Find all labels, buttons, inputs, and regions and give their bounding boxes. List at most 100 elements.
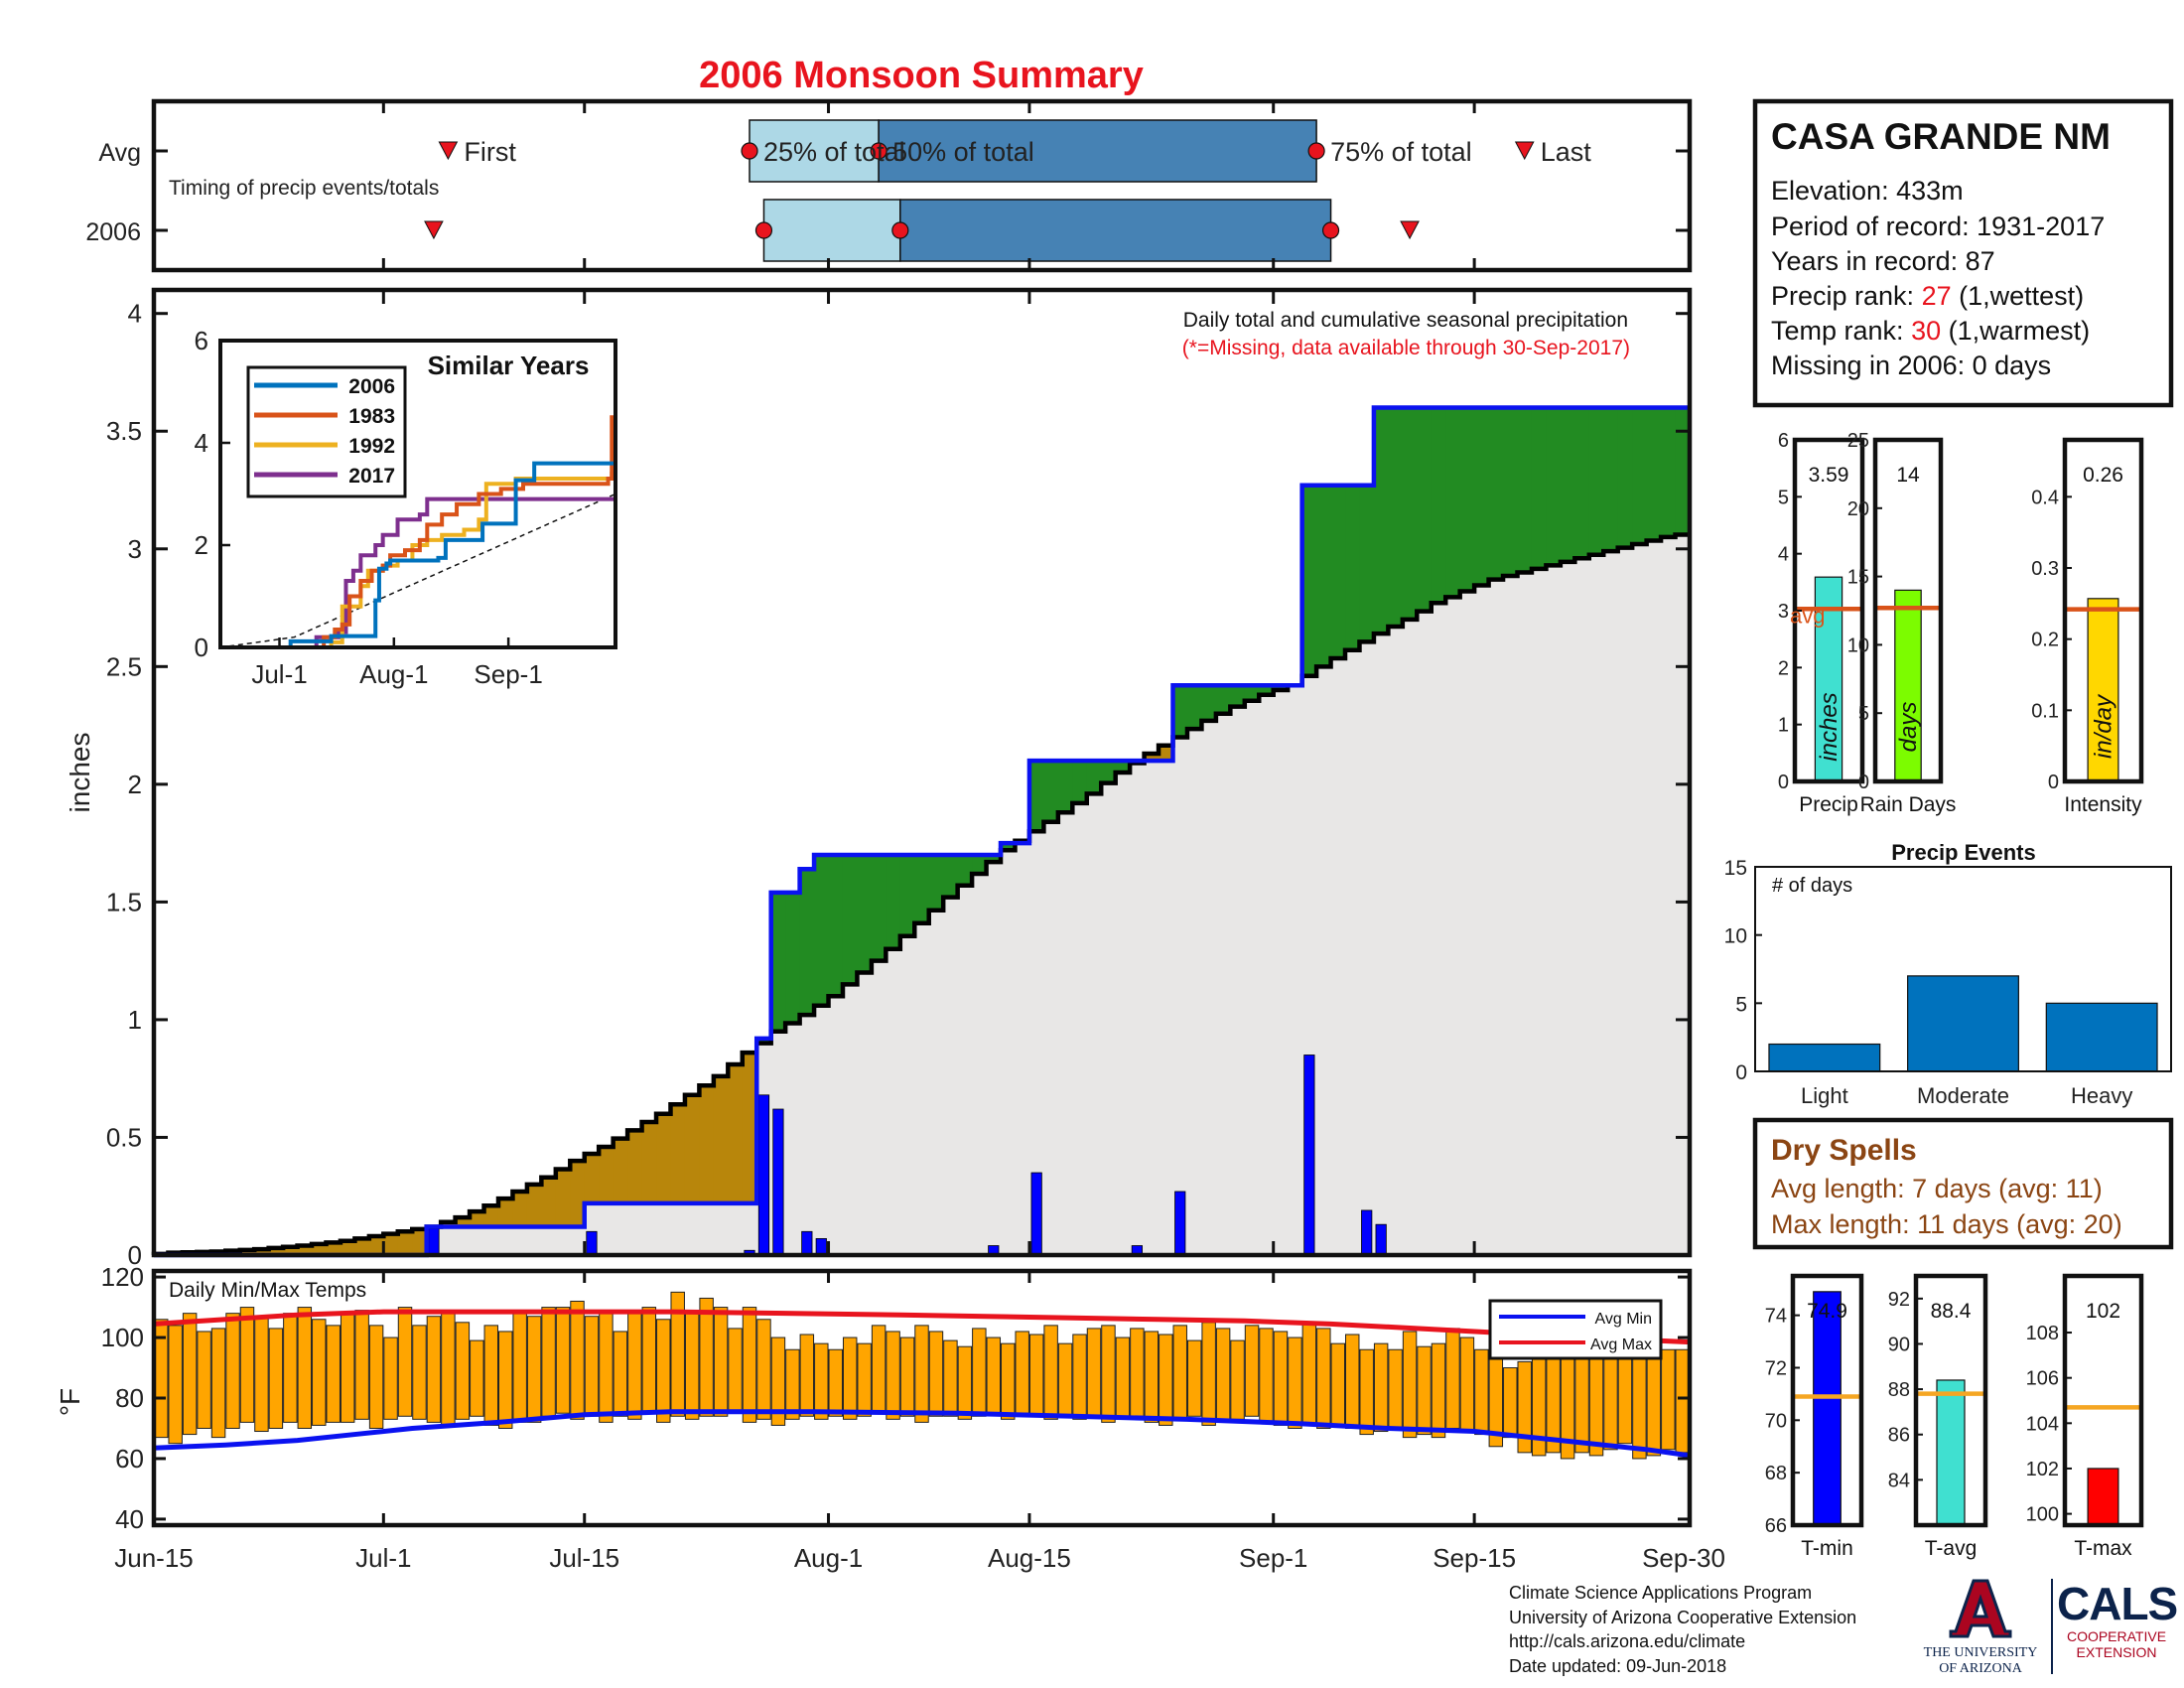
main-y-tick-label: 1 xyxy=(128,1005,142,1035)
deficit-strip xyxy=(656,1113,672,1203)
event-bar-light xyxy=(1768,1043,1881,1072)
surplus-strip xyxy=(1574,407,1590,559)
stat-unit-label: days xyxy=(1895,702,1922,753)
deficit-strip xyxy=(512,1191,528,1227)
temp-range-bar xyxy=(541,1307,556,1417)
seasonal-stats: 0 1 2 3 4 5 6 3.59 Precip inches avg 0 5 10 15 20 25 14 Ra… xyxy=(1778,430,2144,816)
surplus-strip xyxy=(1402,407,1418,620)
inset-legend-label: 2006 xyxy=(348,375,395,398)
timing-box-late xyxy=(878,119,1317,183)
stat-y-tick-label: 0.1 xyxy=(2031,700,2059,722)
main-y-tick-label: 3 xyxy=(128,534,142,564)
surplus-strip xyxy=(899,854,915,936)
temp-range-bar xyxy=(268,1328,284,1429)
station-missing: Missing in 2006: 0 days xyxy=(1771,351,2051,380)
surplus-strip xyxy=(1057,761,1073,813)
deficit-strip xyxy=(684,1094,701,1203)
temp-range-bar xyxy=(1603,1351,1618,1451)
surplus-strip xyxy=(1316,485,1332,667)
stat-bar-t-avg xyxy=(1936,1379,1966,1526)
temp-range-bar xyxy=(483,1325,498,1426)
stat-y-tick-label: 86 xyxy=(1888,1425,1910,1447)
temp-range-bar xyxy=(1201,1322,1216,1426)
temp-range-bar xyxy=(756,1319,771,1420)
temp-range-bar xyxy=(1130,1328,1145,1417)
events-y-tick-label: 0 xyxy=(1735,1061,1747,1084)
deficit-strip xyxy=(599,1146,614,1203)
deficit-strip xyxy=(326,1242,341,1255)
precip-events-chart: 0 5 10 15 Light Moderate Heavy Precip Events #… xyxy=(1724,840,2172,1108)
timing-panel: Avg 2006 Timing of precip events/totals … xyxy=(85,98,1693,273)
credit-line-4: Date updated: 09-Jun-2018 xyxy=(1509,1655,1727,1676)
x-tick-label: Sep-30 xyxy=(1642,1543,1725,1573)
surplus-strip xyxy=(1001,843,1017,851)
temp-range-bar xyxy=(1373,1342,1389,1433)
temp-range-bar xyxy=(1230,1339,1245,1420)
stat-category-label: T-max xyxy=(2074,1537,2132,1560)
stat-y-tick-label: 0 xyxy=(1778,772,1789,793)
deficit-strip xyxy=(412,1228,428,1255)
daily-precip-bar xyxy=(428,1226,440,1256)
event-bar-moderate xyxy=(1907,975,2019,1072)
avg-min-line xyxy=(153,1409,1691,1459)
temp-range-bar xyxy=(182,1313,198,1436)
temp-range-bar xyxy=(1632,1342,1647,1460)
temp-range-bar xyxy=(1057,1342,1073,1417)
timing-label-last: Last xyxy=(1541,137,1592,167)
surplus-strip xyxy=(1273,685,1289,691)
temp-range-bar xyxy=(555,1307,571,1414)
temp-range-bar xyxy=(239,1307,255,1423)
surplus-strip xyxy=(1503,407,1519,577)
surplus-strip xyxy=(928,854,944,911)
main-y-axis-label: inches xyxy=(65,733,95,813)
stat-bar-rain-days xyxy=(1894,589,1922,782)
temp-range-bar xyxy=(770,1336,786,1426)
deficit-strip xyxy=(254,1249,270,1255)
surplus-strip xyxy=(1445,407,1461,598)
dry-spells-max: Max length: 11 days (avg: 20) xyxy=(1771,1209,2122,1239)
temp-range-bar xyxy=(886,1331,900,1420)
temp-range-bar xyxy=(972,1328,987,1417)
timing-marker xyxy=(891,221,909,239)
temp-y-tick-label: 100 xyxy=(101,1323,144,1352)
temp-title: Daily Min/Max Temps xyxy=(169,1279,366,1302)
temp-range-bar xyxy=(326,1325,341,1423)
temp-range-bar xyxy=(713,1307,729,1417)
surplus-strip xyxy=(1603,407,1619,552)
surplus-strip xyxy=(770,892,786,1032)
temp-range-bar xyxy=(383,1336,398,1420)
temp-range-bar xyxy=(1144,1331,1160,1423)
stat-y-tick-label: 74 xyxy=(1765,1306,1787,1328)
deficit-strip xyxy=(441,1221,457,1227)
timing-box-early xyxy=(749,119,880,183)
ua-logo-line-1: THE UNIVERSITY xyxy=(1923,1645,2038,1660)
surplus-strip xyxy=(1388,407,1404,628)
deficit-strip xyxy=(699,1085,715,1203)
events-y-tick-label: 5 xyxy=(1735,993,1747,1016)
temp-range-bar xyxy=(1661,1348,1676,1451)
surplus-strip xyxy=(1345,485,1361,650)
inset-series-2006 xyxy=(220,461,615,649)
stat-y-tick-label: 104 xyxy=(2026,1413,2059,1435)
events-category-label: Heavy xyxy=(2071,1083,2132,1108)
temp-y-axis-label: °F xyxy=(55,1388,85,1416)
temp-range-bar xyxy=(1273,1331,1289,1426)
temp-range-bar xyxy=(1244,1325,1260,1417)
temp-range-bar xyxy=(928,1331,944,1417)
deficit-strip xyxy=(368,1236,384,1255)
stat-y-tick-label: 66 xyxy=(1765,1515,1787,1537)
stat-value-label: 102 xyxy=(2086,1300,2120,1323)
temp-range-bar xyxy=(914,1325,929,1423)
daily-precip-bar xyxy=(1303,1055,1315,1256)
x-tick-label: Sep-15 xyxy=(1433,1543,1516,1573)
stat-y-tick-label: 72 xyxy=(1765,1357,1787,1379)
temp-range-bar xyxy=(1474,1348,1489,1436)
deficit-strip xyxy=(555,1169,571,1227)
stat-bar-t-max xyxy=(2087,1468,2119,1526)
surplus-strip xyxy=(756,1038,772,1044)
surplus-strip xyxy=(1115,761,1131,773)
credit-line-1: Climate Science Applications Program xyxy=(1509,1583,1813,1603)
temp-legend: Avg Min Avg Max xyxy=(1488,1299,1663,1360)
temp-range-bar xyxy=(497,1331,513,1429)
stat-value-label: 3.59 xyxy=(1809,464,1849,487)
